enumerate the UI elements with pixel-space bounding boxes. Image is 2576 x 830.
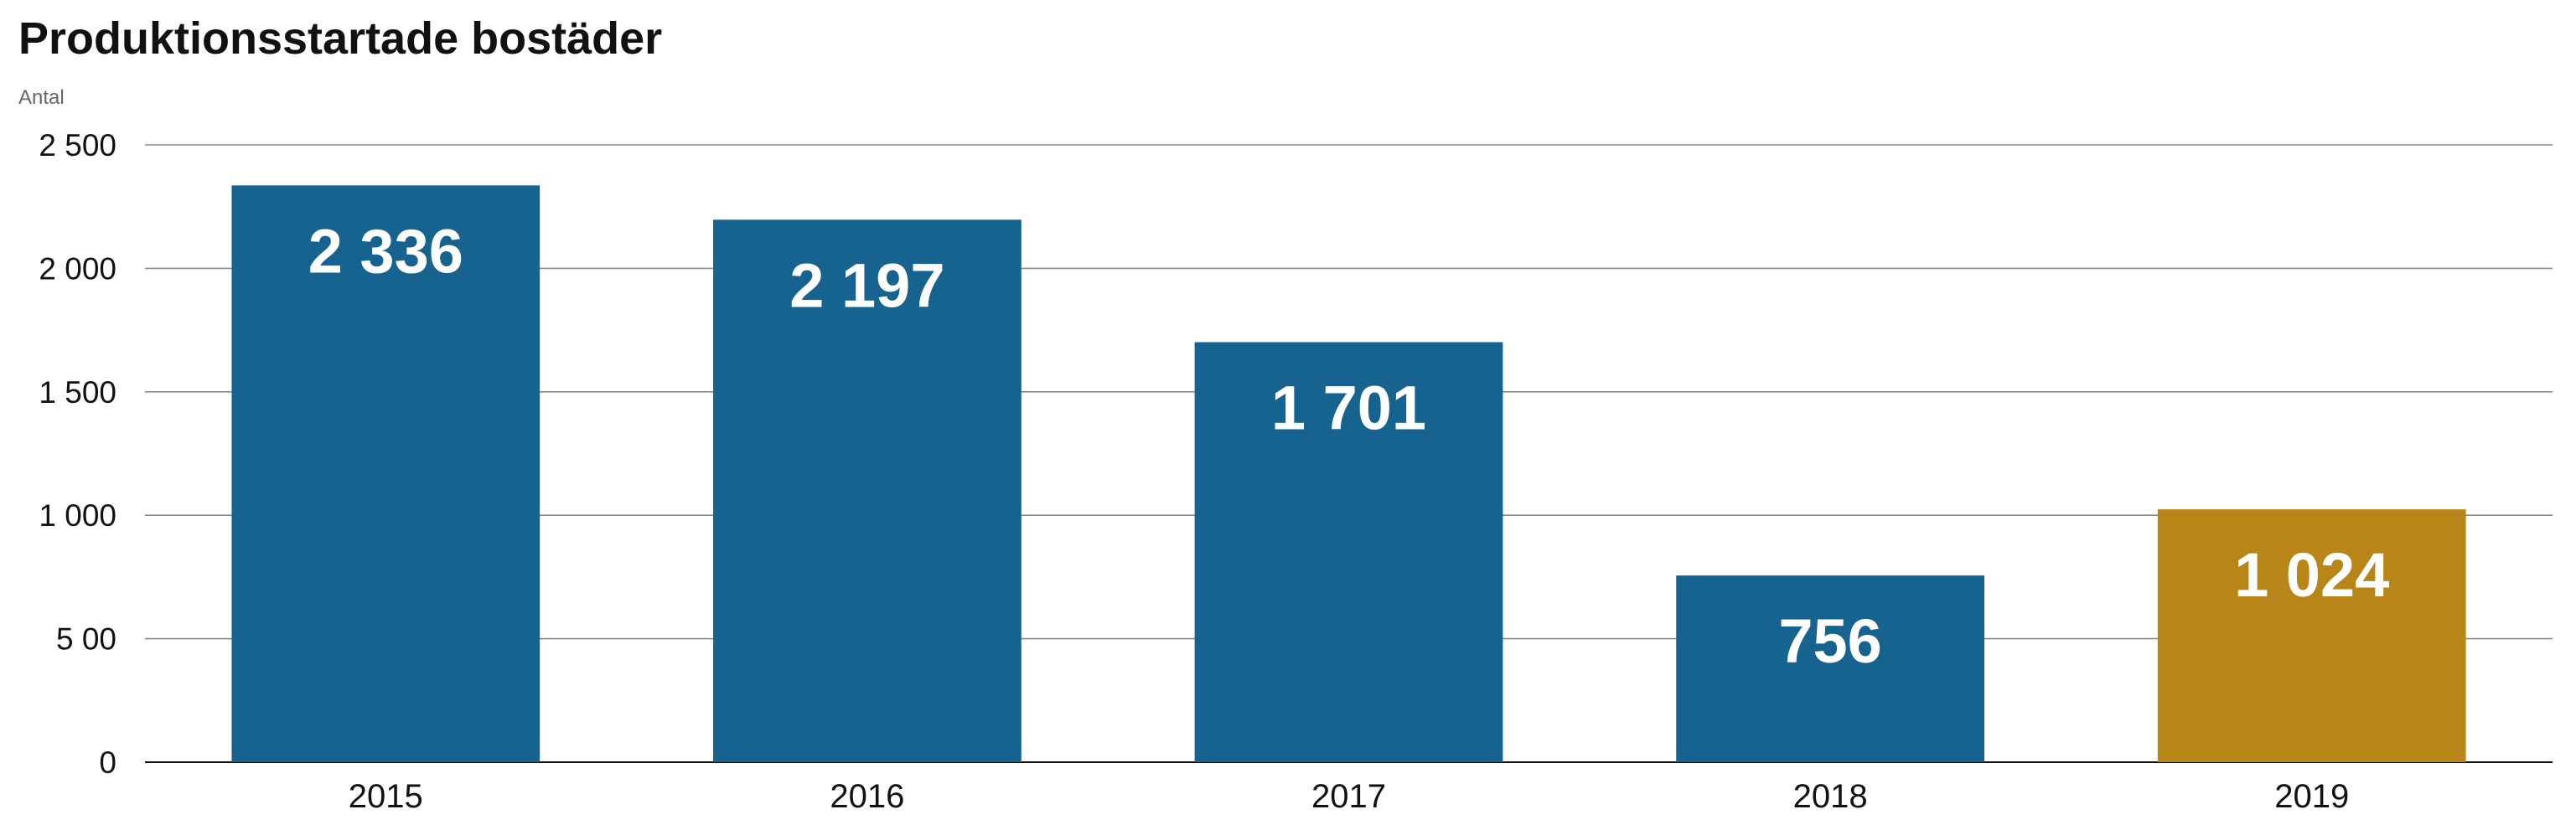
value-label-2017: 1 701 bbox=[1271, 374, 1426, 443]
x-tick-label-2019: 2019 bbox=[2274, 778, 2349, 815]
y-axis-label: Antal bbox=[18, 86, 65, 109]
bars-layer bbox=[231, 185, 2466, 763]
y-tick-label: 1 000 bbox=[39, 498, 116, 533]
bar-2015 bbox=[231, 185, 541, 763]
x-tick-label-2017: 2017 bbox=[1311, 778, 1386, 815]
x-tick-label-2015: 2015 bbox=[349, 778, 423, 815]
bar-2017 bbox=[1194, 342, 1503, 762]
x-tick-label-2018: 2018 bbox=[1793, 778, 1868, 815]
chart-title: Produktionsstartade bostäder bbox=[18, 13, 662, 64]
bar-2018 bbox=[1676, 575, 1984, 762]
y-tick-label: 2 500 bbox=[39, 128, 116, 162]
y-tick-label: 1 500 bbox=[39, 375, 116, 410]
x-tick-label-2016: 2016 bbox=[830, 778, 904, 815]
value-label-2015: 2 336 bbox=[308, 216, 463, 286]
bar-2019 bbox=[2157, 509, 2466, 762]
value-label-2016: 2 197 bbox=[789, 250, 944, 320]
value-label-2018: 756 bbox=[1778, 606, 1881, 676]
y-tick-label: 0 bbox=[99, 745, 116, 780]
y-tick-label: 5 00 bbox=[56, 622, 116, 657]
bar-2016 bbox=[713, 219, 1022, 762]
value-label-2019: 1 024 bbox=[2234, 540, 2389, 610]
y-tick-label: 2 000 bbox=[39, 251, 116, 286]
labels-layer: 0 5 00 1 000 1 500 2 000 2 500 2 336 2015 2 197 2… bbox=[39, 128, 2389, 815]
